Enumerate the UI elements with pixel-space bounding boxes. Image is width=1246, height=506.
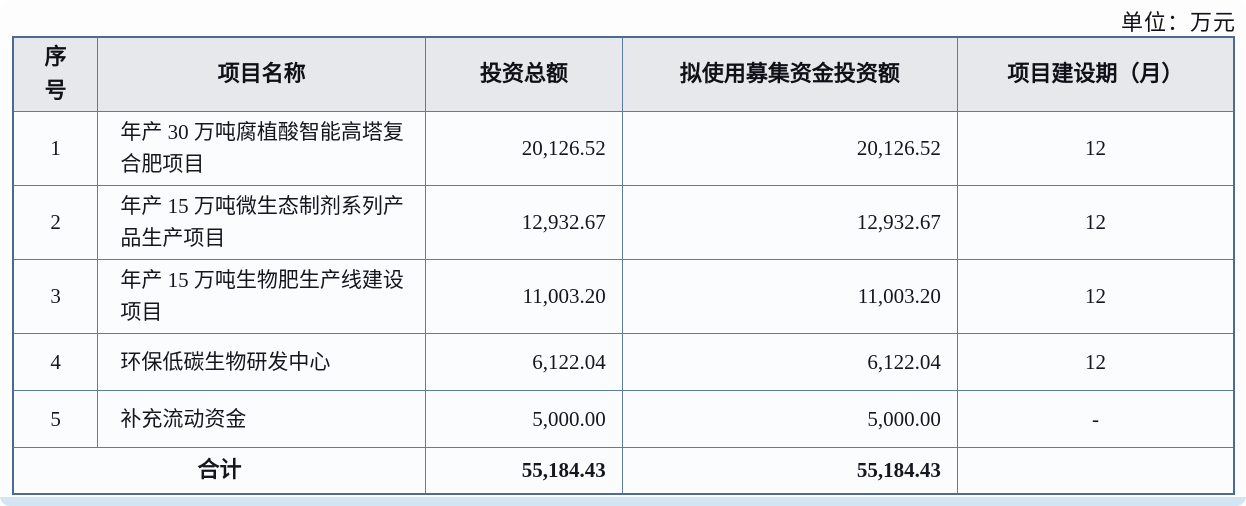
raised-funds: 11,003.20 <box>621 258 958 334</box>
raised-funds: 5,000.00 <box>621 389 958 448</box>
header-no-label: 序号 <box>44 44 67 104</box>
header-row: 序号 项目名称 投资总额 拟使用募集资金投资额 项目建设期（月） <box>12 36 1235 112</box>
investment-projects-table: 序号 项目名称 投资总额 拟使用募集资金投资额 项目建设期（月） 1 年产 30… <box>12 36 1235 495</box>
total-investment: 11,003.20 <box>425 258 623 334</box>
construction-period: - <box>956 389 1235 448</box>
table-row: 5 补充流动资金 5,000.00 5,000.00 - <box>12 389 1235 448</box>
total-investment-sum: 55,184.43 <box>425 446 623 495</box>
table-row: 2 年产 15 万吨微生态制剂系列产品生产项目 12,932.67 12,932… <box>12 184 1235 260</box>
table-row: 3 年产 15 万吨生物肥生产线建设项目 11,003.20 11,003.20… <box>12 258 1235 334</box>
construction-period-total <box>956 446 1235 495</box>
raised-funds: 6,122.04 <box>621 332 958 391</box>
header-raised-funds: 拟使用募集资金投资额 <box>621 36 958 112</box>
total-investment: 12,932.67 <box>425 184 623 260</box>
project-name: 年产 30 万吨腐植酸智能高塔复合肥项目 <box>97 110 427 186</box>
header-total-investment: 投资总额 <box>425 36 623 112</box>
row-number: 1 <box>12 110 99 186</box>
table-row: 1 年产 30 万吨腐植酸智能高塔复合肥项目 20,126.52 20,126.… <box>12 110 1235 186</box>
construction-period: 12 <box>956 332 1235 391</box>
raised-funds-sum: 55,184.43 <box>621 446 958 495</box>
table-row: 4 环保低碳生物研发中心 6,122.04 6,122.04 12 <box>12 332 1235 391</box>
project-name: 年产 15 万吨生物肥生产线建设项目 <box>97 258 427 334</box>
row-number: 4 <box>12 332 99 391</box>
row-number: 3 <box>12 258 99 334</box>
raised-funds: 20,126.52 <box>621 110 958 186</box>
raised-funds: 12,932.67 <box>621 184 958 260</box>
total-label: 合计 <box>12 446 427 495</box>
total-row: 合计 55,184.43 55,184.43 <box>12 446 1235 495</box>
total-investment: 5,000.00 <box>425 389 623 448</box>
bottom-accent-band <box>0 497 1246 506</box>
header-construction-period: 项目建设期（月） <box>956 36 1235 112</box>
construction-period: 12 <box>956 184 1235 260</box>
total-investment: 6,122.04 <box>425 332 623 391</box>
project-name: 年产 15 万吨微生态制剂系列产品生产项目 <box>97 184 427 260</box>
construction-period: 12 <box>956 110 1235 186</box>
construction-period: 12 <box>956 258 1235 334</box>
header-no: 序号 <box>12 36 99 112</box>
unit-label: 单位：万元 <box>1120 10 1236 35</box>
total-investment: 20,126.52 <box>425 110 623 186</box>
row-number: 5 <box>12 389 99 448</box>
header-project-name: 项目名称 <box>97 36 427 112</box>
project-name: 补充流动资金 <box>97 389 427 448</box>
project-name: 环保低碳生物研发中心 <box>97 332 427 391</box>
row-number: 2 <box>12 184 99 260</box>
